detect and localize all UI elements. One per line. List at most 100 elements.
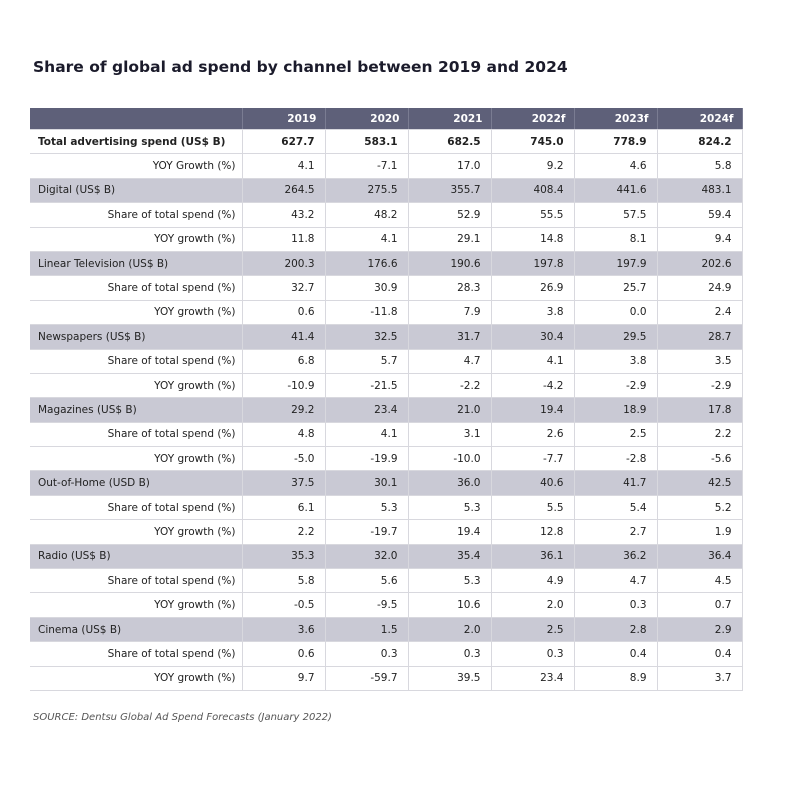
sub-row: Share of total spend (%) 4.8 4.1 3.1 2.6 2.5 2… <box>30 422 743 448</box>
cell-value: 24.9 <box>657 275 743 301</box>
row-label: YOY growth (%) <box>30 666 243 691</box>
row-label: Share of total spend (%) <box>30 422 243 448</box>
cell-value: -7.1 <box>325 153 409 179</box>
cell-value: 1.9 <box>657 519 743 545</box>
sub-row: Share of total spend (%) 6.1 5.3 5.3 5.5 5.4 5… <box>30 495 743 521</box>
cell-value: 35.4 <box>408 544 492 570</box>
cell-value: -2.8 <box>574 446 658 472</box>
cell-value: 6.8 <box>242 349 326 374</box>
cell-value: 19.4 <box>408 519 492 545</box>
row-label: Cinema (US$ B) <box>30 617 243 643</box>
row-label: Share of total spend (%) <box>30 202 243 228</box>
cell-value: 17.0 <box>408 153 492 179</box>
cell-value: 5.6 <box>325 568 409 594</box>
sub-row: Share of total spend (%) 6.8 5.7 4.7 4.1 3.8 3… <box>30 349 743 374</box>
cell-value: 29.5 <box>574 324 658 350</box>
section-row: Cinema (US$ B) 3.6 1.5 2.0 2.5 2.8 2.9 <box>30 617 743 643</box>
cell-value: 4.7 <box>408 349 492 374</box>
sub-row: Share of total spend (%) 32.7 30.9 28.3 26.9… <box>30 275 743 301</box>
cell-value: 2.9 <box>657 617 743 643</box>
cell-value: 2.0 <box>408 617 492 643</box>
cell-value: 0.3 <box>491 641 575 667</box>
cell-value: 17.8 <box>657 397 743 423</box>
cell-value: 4.1 <box>325 227 409 252</box>
cell-value: 0.4 <box>657 641 743 667</box>
cell-value: 5.3 <box>408 495 492 521</box>
cell-value: 4.6 <box>574 153 658 179</box>
sub-row: YOY growth (%) -5.0 -19.9 -10.0 -7.7 -2.8 -5.6 <box>30 446 743 472</box>
row-label: YOY growth (%) <box>30 373 243 399</box>
cell-value: -7.7 <box>491 446 575 472</box>
cell-value: -10.0 <box>408 446 492 472</box>
cell-value: 5.3 <box>325 495 409 521</box>
cell-value: 3.8 <box>491 300 575 326</box>
sub-row: YOY Growth (%) 4.1 -7.1 17.0 9.2 4.6 5.8 <box>30 153 743 179</box>
section-row: Out-of-Home (USD B) 37.5 30.1 36.0 40.6 41.7 4… <box>30 470 743 496</box>
cell-value: 2.2 <box>242 519 326 545</box>
cell-value: 30.9 <box>325 275 409 301</box>
row-label: Share of total spend (%) <box>30 275 243 301</box>
column-header: 2024f <box>657 108 743 130</box>
ad-spend-table: 2019 2020 2021 2022f 2023f 2024f Total advert… <box>30 108 743 691</box>
row-label: Magazines (US$ B) <box>30 397 243 423</box>
cell-value: 28.3 <box>408 275 492 301</box>
cell-value: 29.2 <box>242 397 326 423</box>
cell-value: 0.3 <box>408 641 492 667</box>
row-label: Out-of-Home (USD B) <box>30 470 243 496</box>
cell-value: 202.6 <box>657 251 743 277</box>
cell-value: 55.5 <box>491 202 575 228</box>
cell-value: 264.5 <box>242 178 326 204</box>
cell-value: 18.9 <box>574 397 658 423</box>
cell-value: 583.1 <box>325 129 409 155</box>
row-label: Total advertising spend (US$ B) <box>30 129 243 155</box>
cell-value: 2.2 <box>657 422 743 448</box>
cell-value: 4.1 <box>491 349 575 374</box>
cell-value: 1.5 <box>325 617 409 643</box>
cell-value: 5.3 <box>408 568 492 594</box>
cell-value: -2.9 <box>657 373 743 399</box>
cell-value: 3.5 <box>657 349 743 374</box>
cell-value: -5.0 <box>242 446 326 472</box>
cell-value: 28.7 <box>657 324 743 350</box>
cell-value: 23.4 <box>491 666 575 691</box>
sub-row: YOY growth (%) 9.7 -59.7 39.5 23.4 8.9 3.7 <box>30 666 743 691</box>
sub-row: Share of total spend (%) 43.2 48.2 52.9 55.5… <box>30 202 743 228</box>
row-label: Share of total spend (%) <box>30 641 243 667</box>
row-label: Digital (US$ B) <box>30 178 243 204</box>
cell-value: 3.8 <box>574 349 658 374</box>
cell-value: 0.6 <box>242 300 326 326</box>
cell-value: -9.5 <box>325 592 409 618</box>
cell-value: 41.7 <box>574 470 658 496</box>
sub-row: YOY growth (%) 0.6 -11.8 7.9 3.8 0.0 2.4 <box>30 300 743 326</box>
cell-value: 35.3 <box>242 544 326 570</box>
sub-row: YOY growth (%) 2.2 -19.7 19.4 12.8 2.7 1.9 <box>30 519 743 545</box>
cell-value: 2.4 <box>657 300 743 326</box>
cell-value: 4.1 <box>325 422 409 448</box>
cell-value: 9.7 <box>242 666 326 691</box>
section-row: Linear Television (US$ B) 200.3 176.6 190.6… <box>30 251 743 277</box>
row-label: YOY growth (%) <box>30 300 243 326</box>
header-cell <box>30 108 243 130</box>
cell-value: 0.3 <box>325 641 409 667</box>
cell-value: -5.6 <box>657 446 743 472</box>
cell-value: 21.0 <box>408 397 492 423</box>
cell-value: 8.1 <box>574 227 658 252</box>
row-label: Share of total spend (%) <box>30 568 243 594</box>
cell-value: 7.9 <box>408 300 492 326</box>
section-row: Magazines (US$ B) 29.2 23.4 21.0 19.4 18.9 17.… <box>30 397 743 423</box>
cell-value: 3.6 <box>242 617 326 643</box>
cell-value: 2.5 <box>574 422 658 448</box>
cell-value: 39.5 <box>408 666 492 691</box>
cell-value: 824.2 <box>657 129 743 155</box>
cell-value: -11.8 <box>325 300 409 326</box>
cell-value: 2.6 <box>491 422 575 448</box>
cell-value: 2.7 <box>574 519 658 545</box>
cell-value: 4.7 <box>574 568 658 594</box>
column-header: 2022f <box>491 108 575 130</box>
cell-value: 26.9 <box>491 275 575 301</box>
row-label: YOY Growth (%) <box>30 153 243 179</box>
column-header: 2020 <box>325 108 409 130</box>
section-row: Newspapers (US$ B) 41.4 32.5 31.7 30.4 29.5 28… <box>30 324 743 350</box>
cell-value: 5.8 <box>657 153 743 179</box>
cell-value: -0.5 <box>242 592 326 618</box>
